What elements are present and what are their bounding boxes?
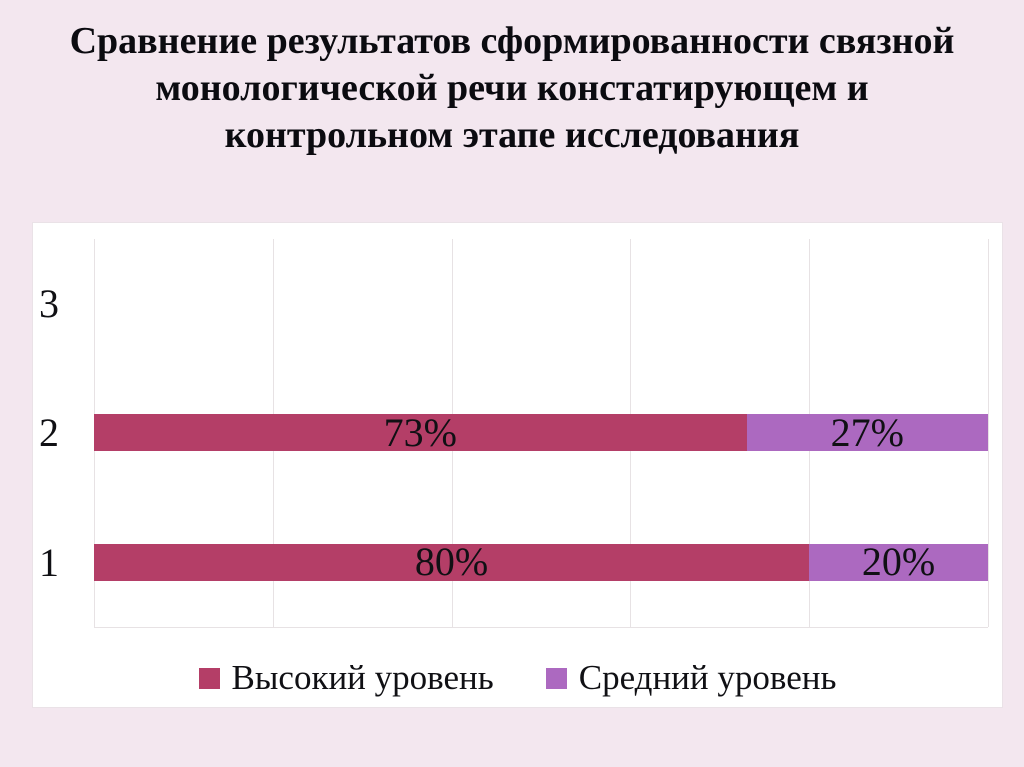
- bar-row-category-2: 73% 27%: [94, 368, 988, 497]
- legend-item: Высокий уровень: [198, 658, 494, 698]
- chart-panel: 73% 27% 80% 20% Высокий уровень Средний уров…: [32, 222, 1003, 708]
- legend-item: Средний уровень: [545, 658, 837, 698]
- chart-legend: Высокий уровень Средний уровень: [33, 655, 1002, 701]
- gridline-100: [988, 239, 989, 627]
- bar-segment: 27%: [746, 409, 988, 455]
- bar-value-label: 73%: [383, 409, 457, 455]
- bar-segment: 80%: [94, 539, 810, 585]
- legend-swatch-icon: [198, 667, 220, 689]
- bar-segment: 20%: [809, 539, 988, 585]
- category-axis-label: 3: [39, 281, 59, 327]
- category-axis-label: 2: [39, 410, 59, 456]
- legend-label: Средний уровень: [578, 658, 837, 697]
- stacked-bar: 80% 20%: [94, 539, 988, 585]
- bar-value-label: 80%: [414, 539, 489, 585]
- slide-title: Сравнение результатов сформированности с…: [69, 20, 955, 156]
- bar-value-label: 20%: [861, 539, 936, 585]
- bar-row-category-3: [94, 239, 988, 368]
- legend-label: Высокий уровень: [231, 658, 494, 697]
- category-axis-label: 1: [39, 539, 59, 585]
- stacked-bar: 73% 27%: [94, 409, 988, 455]
- legend-swatch-icon: [545, 667, 567, 689]
- bar-row-category-1: 80% 20%: [94, 498, 988, 627]
- x-axis-line: [94, 627, 988, 628]
- bar-value-label: 27%: [830, 409, 904, 455]
- bar-segment: 73%: [94, 409, 747, 455]
- stacked-bar: [94, 285, 988, 322]
- plot-area: 73% 27% 80% 20%: [94, 239, 989, 627]
